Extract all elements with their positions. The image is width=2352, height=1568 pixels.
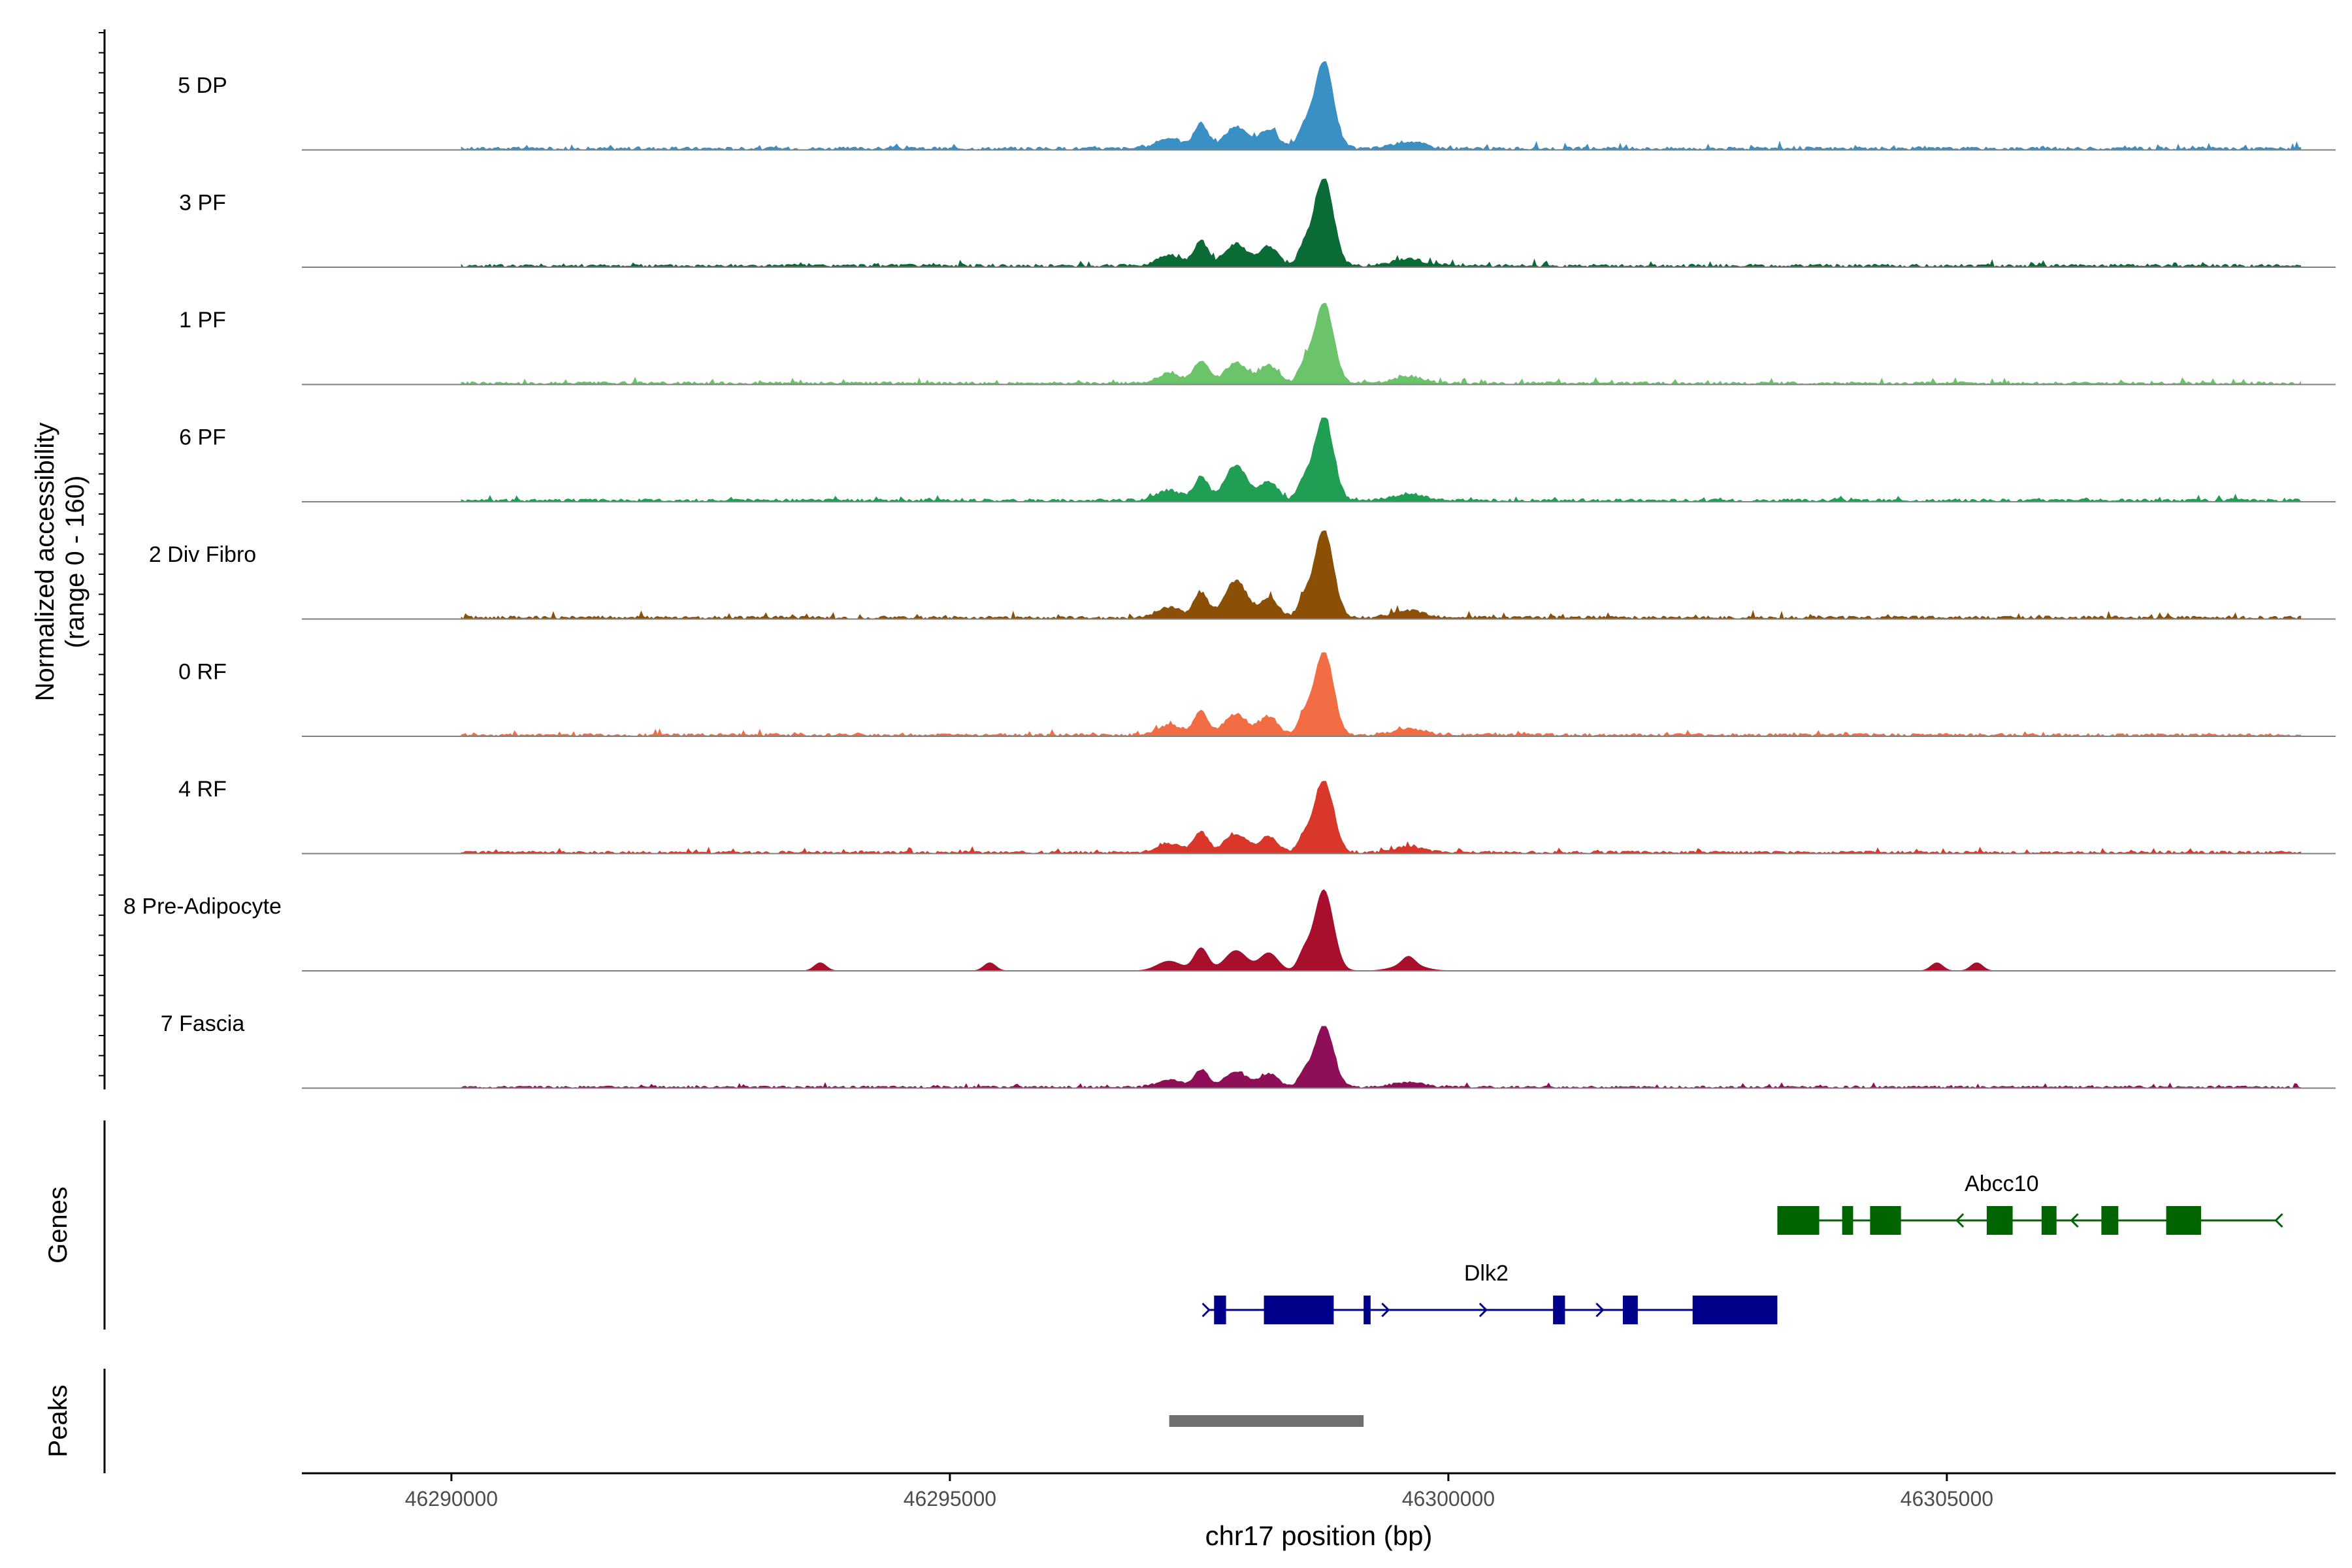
track-label: 7 Fascia bbox=[161, 1011, 245, 1036]
track-label: 8 Pre-Adipocyte bbox=[123, 894, 282, 919]
gene-exon bbox=[1214, 1296, 1226, 1324]
coverage-area bbox=[461, 889, 2301, 972]
coverage-area bbox=[461, 417, 2302, 502]
gene-exon bbox=[1364, 1296, 1371, 1324]
gene-exon bbox=[2041, 1206, 2057, 1235]
coverage-track: 0 RF bbox=[178, 652, 2336, 737]
coverage-area bbox=[461, 178, 2302, 268]
track-label: 6 PF bbox=[179, 425, 226, 450]
coverage-track: 2 Div Fibro bbox=[149, 530, 2336, 620]
track-label: 4 RF bbox=[178, 777, 227, 802]
track-label: 0 RF bbox=[178, 660, 227, 685]
coverage-track: 4 RF bbox=[178, 777, 2336, 855]
x-tick-label: 46305000 bbox=[1901, 1487, 1993, 1511]
gene-model: Dlk2 bbox=[1201, 1261, 1778, 1324]
x-tick-label: 46295000 bbox=[904, 1487, 996, 1511]
coverage-y-axis: Normalized accessibility (range 0 - 160) bbox=[31, 29, 106, 1090]
x-axis-label: chr17 position (bp) bbox=[1205, 1520, 1433, 1551]
gene-label: Abcc10 bbox=[1965, 1171, 2038, 1196]
track-label: 2 Div Fibro bbox=[149, 542, 256, 567]
coverage-track: 5 DP bbox=[178, 61, 2336, 151]
gene-label: Dlk2 bbox=[1464, 1261, 1509, 1286]
track-label: 3 PF bbox=[179, 191, 226, 216]
track-label: 5 DP bbox=[178, 73, 227, 98]
strand-arrow bbox=[1955, 1213, 1965, 1228]
gene-exon bbox=[1870, 1206, 1901, 1235]
coverage-track: 1 PF bbox=[179, 302, 2336, 385]
gene-exon bbox=[1692, 1296, 1778, 1324]
track-label: 1 PF bbox=[179, 308, 226, 333]
coverage-tracks: 5 DP 3 PF 1 PF 6 PF 2 Div Fibro 0 RF 4 RF 8 Pre… bbox=[123, 61, 2336, 1089]
coverage-area bbox=[461, 781, 2302, 855]
gene-exon bbox=[2166, 1206, 2201, 1235]
gene-exon bbox=[1842, 1206, 1854, 1235]
strand-arrow bbox=[2070, 1213, 2079, 1228]
x-tick-label: 46300000 bbox=[1402, 1487, 1495, 1511]
y-axis-label: Normalized accessibility bbox=[31, 423, 59, 702]
peaks-track-label: Peaks bbox=[44, 1384, 73, 1457]
peak-region bbox=[1169, 1415, 1364, 1427]
coverage-area bbox=[461, 302, 2302, 385]
gene-exon bbox=[1553, 1296, 1565, 1324]
gene-exon bbox=[1622, 1296, 1638, 1324]
strand-arrow bbox=[2274, 1213, 2283, 1228]
coverage-area bbox=[461, 61, 2302, 151]
genes-track-label: Genes bbox=[44, 1186, 73, 1264]
coverage-track: 6 PF bbox=[179, 417, 2336, 502]
gene-model: Abcc10 bbox=[1777, 1171, 2283, 1235]
gene-exon bbox=[1777, 1206, 1820, 1235]
coverage-area bbox=[461, 1026, 2302, 1089]
x-axis: chr17 position (bp) 46290000 46295000 4630… bbox=[302, 1472, 2336, 1551]
strand-arrow bbox=[1381, 1302, 1390, 1318]
strand-arrow bbox=[1478, 1302, 1488, 1318]
coverage-track: 8 Pre-Adipocyte bbox=[123, 889, 2336, 972]
y-axis-range-label: (range 0 - 160) bbox=[61, 476, 90, 649]
x-tick-label: 46290000 bbox=[405, 1487, 498, 1511]
gene-exon bbox=[2101, 1206, 2119, 1235]
strand-arrow bbox=[1595, 1302, 1605, 1318]
peaks-track: Peaks bbox=[44, 1369, 1364, 1473]
coverage-track: 3 PF bbox=[179, 178, 2336, 268]
genes-track: Genes Abcc10 Dlk2 bbox=[44, 1120, 2283, 1330]
strand-arrow bbox=[1201, 1302, 1211, 1318]
coverage-track: 7 Fascia bbox=[161, 1011, 2336, 1089]
coverage-area bbox=[461, 530, 2302, 620]
coverage-area bbox=[461, 652, 2302, 737]
gene-exon bbox=[1264, 1296, 1334, 1324]
gene-exon bbox=[1986, 1206, 2013, 1235]
